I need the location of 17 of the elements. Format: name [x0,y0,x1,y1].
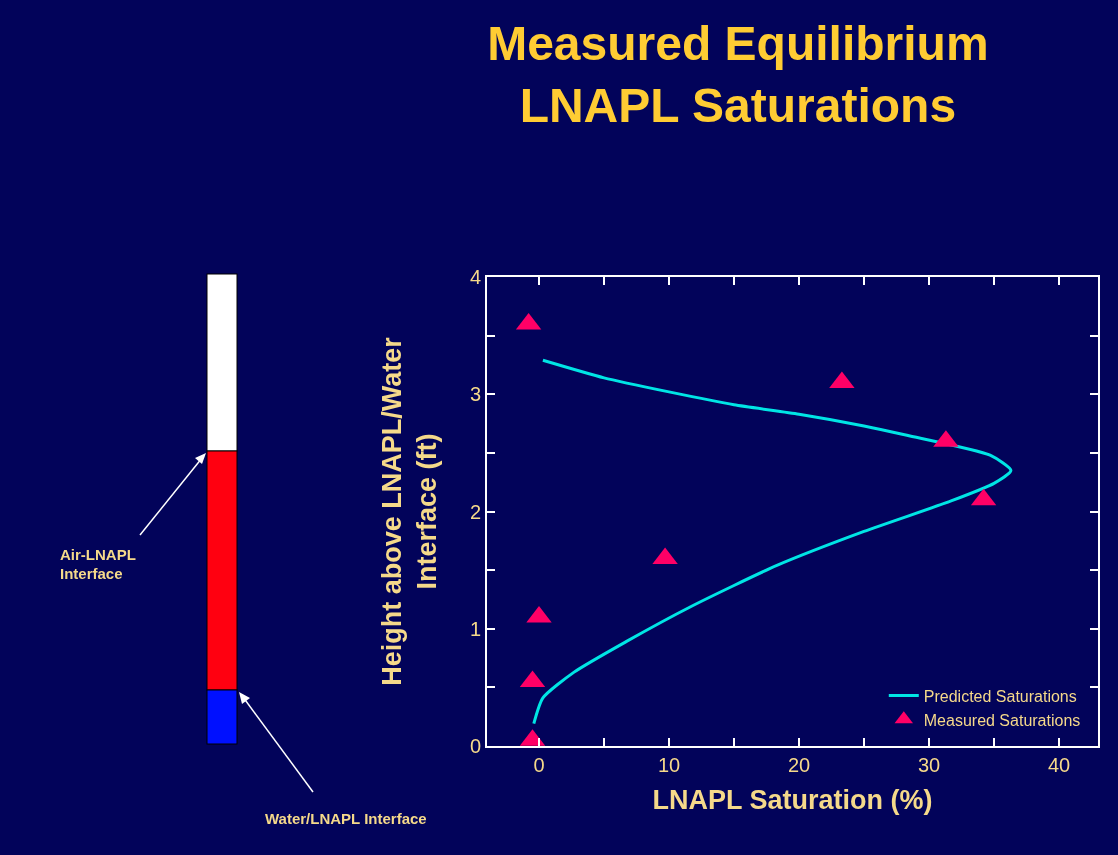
y-tick-label: 0 [469,735,481,757]
y-tick-label: 3 [469,383,481,406]
x-tick-label: 40 [1047,754,1071,776]
x-tick-label: 10 [657,754,681,776]
x-tick-label: 30 [917,754,941,776]
y-tick-label: 1 [469,617,481,640]
x-axis-title: LNAPL Saturation (%) [652,784,933,815]
y-tick-label: 4 [469,266,481,288]
y-tick-label: 2 [469,500,481,523]
text: Air-LNAPL Interface [60,545,136,583]
x-tick-label: 0 [533,754,545,776]
legend-label: Measured Saturations [923,711,1081,729]
text: Water/LNAPL Interface [265,809,427,828]
y-axis-title: Height above LNAPL/Water Interface (ft) [377,336,443,686]
x-tick-label: 20 [787,754,811,776]
legend-label: Predicted Saturations [923,687,1077,705]
chart-title: Measured Equilibrium LNAPL Saturations [487,16,989,133]
